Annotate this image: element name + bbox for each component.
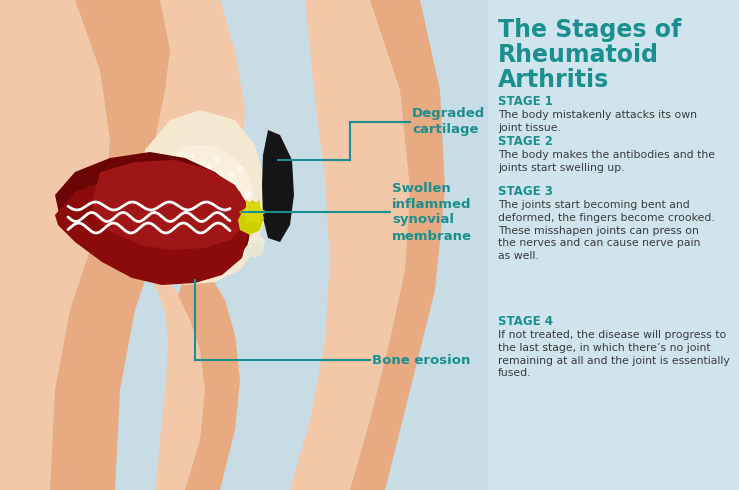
Polygon shape (50, 0, 185, 490)
Circle shape (214, 156, 220, 163)
Polygon shape (55, 152, 252, 278)
Circle shape (236, 165, 244, 173)
Circle shape (214, 214, 223, 222)
Polygon shape (178, 275, 240, 490)
Circle shape (154, 171, 161, 177)
Circle shape (244, 191, 250, 196)
Polygon shape (148, 275, 205, 490)
Polygon shape (92, 160, 248, 250)
Circle shape (205, 164, 212, 172)
Circle shape (245, 192, 252, 198)
Text: Rheumatoid: Rheumatoid (498, 43, 659, 67)
Polygon shape (0, 0, 110, 490)
Circle shape (149, 211, 154, 217)
Polygon shape (55, 172, 248, 285)
Circle shape (242, 209, 247, 214)
Circle shape (228, 172, 235, 178)
Text: STAGE 1: STAGE 1 (498, 95, 553, 108)
Text: If not treated, the disease will progress to
the last stage, in which there’s no: If not treated, the disease will progres… (498, 330, 729, 378)
Text: The body mistakenly attacks its own
joint tissue.: The body mistakenly attacks its own join… (498, 110, 697, 133)
Circle shape (191, 219, 201, 228)
Text: Bone erosion: Bone erosion (372, 353, 471, 367)
Text: Swollen
inflammed
synovial
membrane: Swollen inflammed synovial membrane (392, 181, 472, 243)
Circle shape (177, 184, 183, 190)
Circle shape (154, 203, 160, 210)
Circle shape (219, 209, 225, 216)
Circle shape (173, 225, 180, 232)
Text: STAGE 2: STAGE 2 (498, 135, 553, 148)
Circle shape (204, 194, 210, 199)
Circle shape (178, 192, 183, 196)
Text: STAGE 4: STAGE 4 (498, 315, 553, 328)
Text: The Stages of: The Stages of (498, 18, 681, 42)
Polygon shape (238, 200, 264, 235)
Circle shape (191, 183, 198, 191)
Ellipse shape (245, 243, 263, 257)
Circle shape (157, 190, 162, 195)
Circle shape (159, 206, 165, 211)
Circle shape (167, 208, 171, 212)
Circle shape (218, 233, 228, 243)
Text: The joints start becoming bent and
deformed, the fingers become crooked.
These m: The joints start becoming bent and defor… (498, 200, 715, 261)
Circle shape (219, 253, 224, 258)
Polygon shape (138, 110, 265, 285)
Circle shape (157, 178, 163, 185)
Circle shape (151, 233, 157, 239)
Circle shape (231, 218, 237, 223)
Text: Degraded
cartilage: Degraded cartilage (412, 107, 486, 137)
Circle shape (170, 195, 174, 199)
Circle shape (215, 172, 223, 181)
Polygon shape (290, 0, 410, 490)
Ellipse shape (145, 145, 255, 265)
Bar (488, 0, 739, 490)
Text: STAGE 3: STAGE 3 (498, 185, 553, 198)
Circle shape (163, 202, 168, 207)
Polygon shape (145, 0, 245, 280)
Circle shape (199, 226, 203, 231)
Circle shape (160, 175, 168, 184)
Circle shape (226, 209, 236, 218)
Polygon shape (262, 130, 294, 242)
Polygon shape (239, 200, 267, 224)
Circle shape (185, 207, 190, 212)
Circle shape (232, 182, 241, 191)
Circle shape (194, 193, 200, 198)
Polygon shape (246, 234, 265, 258)
Circle shape (219, 227, 228, 236)
Circle shape (214, 193, 223, 201)
Circle shape (246, 203, 255, 212)
Text: The body makes the antibodies and the
joints start swelling up.: The body makes the antibodies and the jo… (498, 150, 715, 173)
Text: Arthritis: Arthritis (498, 68, 609, 92)
Circle shape (215, 209, 224, 219)
Circle shape (189, 153, 194, 158)
Polygon shape (350, 0, 445, 490)
